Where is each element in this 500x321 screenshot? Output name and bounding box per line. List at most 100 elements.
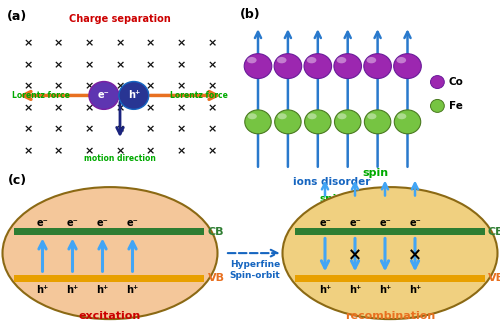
Text: h⁺: h⁺ [409,285,421,295]
Text: ×: × [208,146,216,156]
Text: CB: CB [488,227,500,237]
Text: recombination: recombination [345,311,435,321]
Text: Hyperfine
Spin-orbit: Hyperfine Spin-orbit [230,260,280,280]
Ellipse shape [304,54,332,79]
Text: ×: × [176,125,186,134]
Ellipse shape [274,54,301,79]
Text: Lorentz force: Lorentz force [12,91,70,100]
Text: e⁻: e⁻ [126,218,138,228]
Text: h⁺: h⁺ [319,285,331,295]
Text: ×: × [84,125,94,134]
Text: ×: × [146,125,156,134]
Text: Fe: Fe [449,101,463,111]
Text: ×: × [54,146,64,156]
Text: ×: × [208,103,216,113]
Text: ×: × [84,82,94,91]
Text: VB: VB [488,273,500,283]
Text: ×: × [408,246,422,264]
Text: e⁻: e⁻ [349,218,361,228]
Text: ×: × [146,39,156,48]
Text: ions disorder: ions disorder [293,177,370,187]
Text: ×: × [54,39,64,48]
Text: ×: × [84,146,94,156]
Text: ×: × [348,246,362,264]
Ellipse shape [89,82,119,109]
Text: ×: × [176,82,186,91]
Ellipse shape [245,110,271,134]
Bar [295,274,485,282]
Text: h⁺: h⁺ [379,285,391,295]
Text: excitation: excitation [79,311,141,321]
Bar [295,228,485,235]
Bar [14,228,204,235]
Ellipse shape [394,54,421,79]
Ellipse shape [366,57,376,63]
Ellipse shape [430,75,444,89]
Text: e⁻: e⁻ [409,218,421,228]
Ellipse shape [278,113,287,119]
Ellipse shape [367,113,376,119]
Text: ×: × [54,82,64,91]
Text: CB: CB [208,227,224,237]
Text: h⁺: h⁺ [36,285,48,295]
Text: h⁺: h⁺ [349,285,361,295]
Ellipse shape [334,110,361,134]
Text: h⁺: h⁺ [128,91,140,100]
Ellipse shape [396,57,406,63]
Ellipse shape [397,113,406,119]
Text: ×: × [176,146,186,156]
Ellipse shape [282,187,498,319]
Ellipse shape [334,54,361,79]
Ellipse shape [364,110,391,134]
Text: ×: × [24,82,32,91]
Bar [14,274,204,282]
Ellipse shape [308,113,316,119]
Ellipse shape [307,57,316,63]
Text: (b): (b) [240,8,260,22]
Text: e⁻: e⁻ [66,218,78,228]
Text: ×: × [208,60,216,70]
Text: Co: Co [449,77,464,87]
Text: ×: × [54,125,64,134]
Text: ×: × [146,60,156,70]
Text: h⁺: h⁺ [126,285,138,295]
Text: ×: × [146,146,156,156]
Ellipse shape [364,54,392,79]
Text: ×: × [84,60,94,70]
Text: (a): (a) [8,10,28,23]
Ellipse shape [394,110,420,134]
Text: h⁺: h⁺ [96,285,108,295]
Text: spin: spin [362,168,388,178]
Text: ×: × [208,39,216,48]
Text: ×: × [24,60,32,70]
Text: ×: × [208,125,216,134]
Text: VB: VB [208,273,224,283]
Text: ×: × [116,82,124,91]
Text: ×: × [146,103,156,113]
Text: ×: × [116,103,124,113]
Text: ×: × [116,39,124,48]
Ellipse shape [277,57,286,63]
Text: e⁻: e⁻ [319,218,331,228]
Ellipse shape [2,187,218,319]
Text: ×: × [116,125,124,134]
Text: ×: × [84,39,94,48]
Text: spin: spin [320,195,344,204]
Ellipse shape [338,113,346,119]
Text: e⁻: e⁻ [96,218,108,228]
Text: ×: × [54,103,64,113]
Ellipse shape [247,57,256,63]
Ellipse shape [304,110,331,134]
Text: ×: × [116,146,124,156]
Text: ×: × [116,60,124,70]
Text: (c): (c) [8,174,26,187]
Text: e⁻: e⁻ [98,91,110,100]
Ellipse shape [336,57,346,63]
Ellipse shape [244,54,272,79]
Text: ×: × [208,82,216,91]
Text: ×: × [24,39,32,48]
Text: ×: × [84,103,94,113]
Ellipse shape [430,100,444,112]
Text: ×: × [176,103,186,113]
Text: ×: × [176,39,186,48]
